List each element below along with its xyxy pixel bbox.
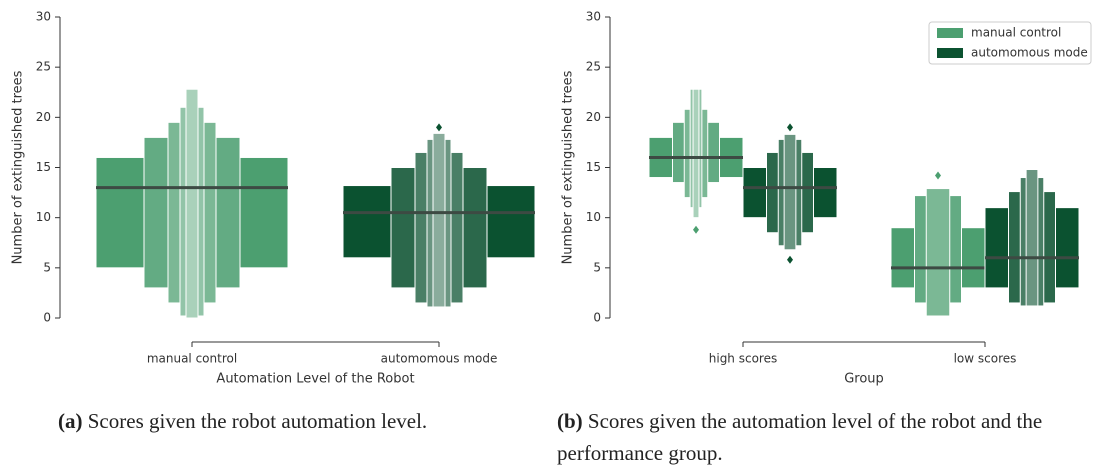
legend-label: manual control [971, 26, 1061, 40]
figure: 0 5 10 15 20 25 30 Number of extinguished trees… [11, 10, 1092, 387]
y-tick-label: 15 [36, 160, 51, 174]
caption-label: (a) [58, 409, 83, 433]
x-tick-label: automomous mode [381, 352, 498, 366]
legend-swatch [937, 28, 963, 38]
x-tick-label: manual control [147, 352, 237, 366]
x-axis-label: Group [844, 372, 884, 387]
x-axis-label: Automation Level of the Robot [216, 372, 414, 387]
y-tick-label: 5 [43, 260, 51, 274]
legend-label: automomous mode [971, 46, 1088, 60]
x-tick-label: low scores [954, 352, 1017, 366]
y-tick-label: 30 [36, 10, 51, 24]
y-tick-label: 10 [36, 210, 51, 224]
y-tick-label: 20 [586, 110, 601, 124]
legend-swatch [937, 48, 963, 58]
outlier [693, 225, 699, 234]
caption-text: Scores given the robot automation level. [87, 409, 428, 433]
x-tick-label: high scores [709, 352, 777, 366]
y-tick-label: 20 [36, 110, 51, 124]
caption-a: (a) Scores given the robot automation le… [58, 405, 538, 437]
y-tick-label: 25 [586, 60, 601, 74]
y-tick-label: 0 [43, 311, 51, 325]
outlier [935, 171, 941, 180]
y-tick-label: 5 [593, 260, 601, 274]
box-level [692, 88, 700, 219]
outlier [436, 123, 442, 132]
box-level [783, 133, 797, 251]
outlier [787, 255, 793, 264]
y-tick-label: 30 [586, 10, 601, 24]
y-axis-label: Number of extinguished trees [11, 70, 26, 264]
outlier [787, 123, 793, 132]
box-level [925, 188, 951, 317]
caption-b: (b) Scores given the automation level of… [557, 405, 1097, 469]
y-tick-label: 0 [593, 311, 601, 325]
y-tick-label: 25 [36, 60, 51, 74]
y-axis-label: Number of extinguished trees [561, 70, 576, 264]
caption-text: Scores given the automation level of the… [557, 409, 1043, 465]
y-tick-label: 10 [586, 210, 601, 224]
caption-label: (b) [557, 409, 583, 433]
box-level [185, 88, 199, 319]
legend-frame [928, 21, 1092, 65]
y-tick-label: 15 [586, 160, 601, 174]
box-level [432, 132, 446, 308]
box-level [1025, 169, 1039, 307]
